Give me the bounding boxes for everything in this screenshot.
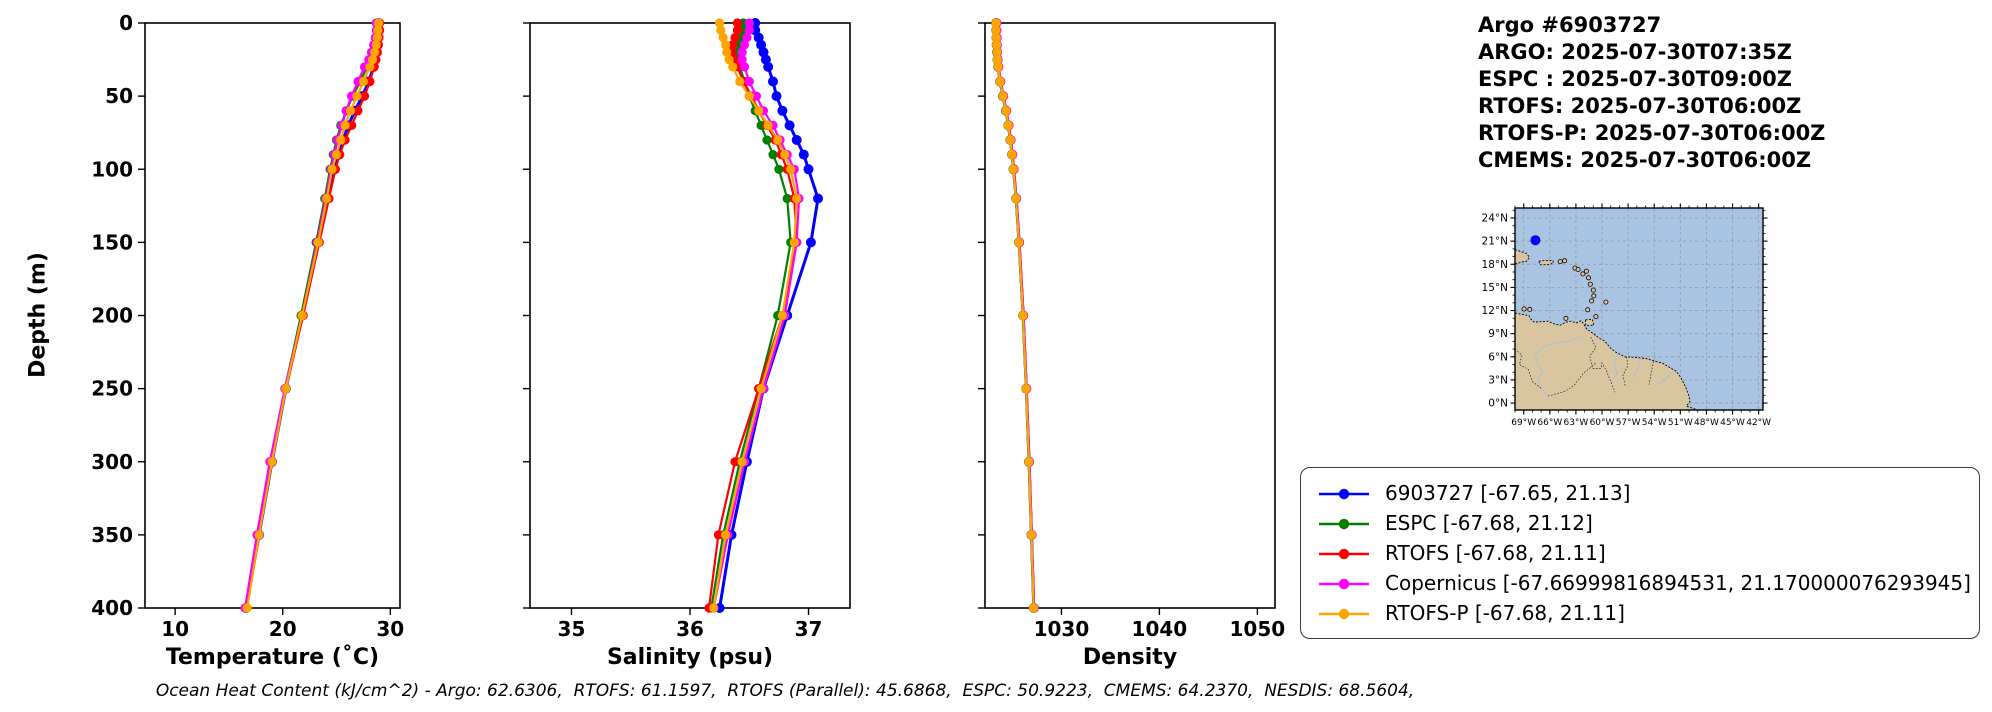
svg-text:36: 36 bbox=[676, 617, 704, 641]
svg-text:50: 50 bbox=[105, 84, 133, 108]
svg-text:400: 400 bbox=[91, 596, 133, 620]
svg-text:0°N: 0°N bbox=[1488, 398, 1508, 410]
svg-text:10: 10 bbox=[161, 617, 189, 641]
svg-text:69°W: 69°W bbox=[1511, 418, 1536, 428]
timestamp-rtofs-p: RTOFS-P: 2025-07-30T06:00Z bbox=[1478, 121, 1826, 145]
legend-label-espc: ESPC [-67.68, 21.12] bbox=[1385, 511, 1593, 535]
svg-text:35: 35 bbox=[558, 617, 586, 641]
figure-title: Argo #6903727 bbox=[1478, 13, 1662, 37]
svg-text:66°W: 66°W bbox=[1537, 418, 1562, 428]
svg-text:350: 350 bbox=[91, 523, 133, 547]
svg-text:1030: 1030 bbox=[1034, 617, 1090, 641]
density-axis-label: Density bbox=[1082, 645, 1178, 670]
svg-text:3°N: 3°N bbox=[1488, 374, 1508, 386]
legend: 6903727 [-67.65, 21.13] ESPC [-67.68, 21… bbox=[1300, 467, 1980, 639]
profile-plot-svg: 35 36 37 bbox=[523, 18, 851, 641]
salinity-axis-label: Salinity (psu) bbox=[606, 645, 774, 670]
density-profile-chart: Density 1030 1040 1050 bbox=[978, 18, 1285, 670]
legend-item-copernicus: Copernicus [-67.66999816894531, 21.17000… bbox=[1317, 568, 1979, 598]
svg-text:150: 150 bbox=[91, 230, 133, 254]
svg-text:60°W: 60°W bbox=[1590, 418, 1615, 428]
svg-text:0: 0 bbox=[119, 11, 133, 35]
legend-item-rtofs: RTOFS [-67.68, 21.11] bbox=[1317, 538, 1979, 568]
legend-label-rtofs-p: RTOFS-P [-67.68, 21.11] bbox=[1385, 601, 1625, 625]
svg-text:51°W: 51°W bbox=[1668, 418, 1693, 428]
svg-text:54°W: 54°W bbox=[1642, 418, 1667, 428]
ocean-heat-content-text: Ocean Heat Content (kJ/cm^2) - Argo: 62.… bbox=[155, 681, 1415, 701]
svg-text:300: 300 bbox=[91, 450, 133, 474]
legend-label-copernicus: Copernicus [-67.66999816894531, 21.17000… bbox=[1385, 571, 1971, 595]
legend-marker-rtofs-p bbox=[1317, 606, 1371, 620]
map-svg: 69°W 66°W 63°W 60°W 57°W 54°W 51°W 48°W 45°W 42°W… bbox=[1482, 203, 1771, 428]
svg-text:12°N: 12°N bbox=[1482, 305, 1508, 317]
legend-marker-copernicus bbox=[1317, 576, 1371, 590]
svg-text:20: 20 bbox=[269, 617, 297, 641]
svg-text:250: 250 bbox=[91, 377, 133, 401]
svg-text:24°N: 24°N bbox=[1482, 213, 1508, 225]
timestamp-espc: ESPC : 2025-07-30T09:00Z bbox=[1478, 67, 1793, 91]
legend-item-argo: 6903727 [-67.65, 21.13] bbox=[1317, 478, 1979, 508]
legend-item-rtofs-p: RTOFS-P [-67.68, 21.11] bbox=[1317, 598, 1979, 628]
svg-text:1050: 1050 bbox=[1230, 617, 1286, 641]
salinity-profile-chart: Salinity (psu) 35 36 37 bbox=[523, 18, 851, 670]
svg-text:48°W: 48°W bbox=[1694, 418, 1719, 428]
temperature-axis-label: Temperature (˚C) bbox=[165, 645, 380, 670]
header-info: Argo #6903727 ARGO: 2025-07-30T07:35Z ES… bbox=[1478, 12, 1825, 174]
legend-marker-espc bbox=[1317, 516, 1371, 530]
timestamp-cmems: CMEMS: 2025-07-30T06:00Z bbox=[1478, 148, 1812, 172]
timestamp-argo: ARGO: 2025-07-30T07:35Z bbox=[1478, 40, 1792, 64]
profile-plot-svg: 1030 1040 1050 bbox=[978, 18, 1285, 641]
depth-axis-label: Depth (m) bbox=[25, 252, 51, 378]
svg-text:100: 100 bbox=[91, 157, 133, 181]
legend-label-rtofs: RTOFS [-67.68, 21.11] bbox=[1385, 541, 1606, 565]
legend-item-espc: ESPC [-67.68, 21.12] bbox=[1317, 508, 1979, 538]
svg-text:18°N: 18°N bbox=[1482, 259, 1508, 271]
legend-label-argo: 6903727 [-67.65, 21.13] bbox=[1385, 481, 1631, 505]
svg-text:200: 200 bbox=[91, 304, 133, 328]
svg-text:1040: 1040 bbox=[1132, 617, 1188, 641]
location-map: 69°W 66°W 63°W 60°W 57°W 54°W 51°W 48°W 45°W 42°W… bbox=[1482, 203, 1771, 428]
svg-text:57°W: 57°W bbox=[1616, 418, 1641, 428]
legend-marker-rtofs bbox=[1317, 546, 1371, 560]
temperature-profile-chart: Temperature (˚C) 10 20 30 0 50 100 150 200 250 30… bbox=[91, 11, 404, 670]
svg-text:30: 30 bbox=[376, 617, 404, 641]
svg-text:45°W: 45°W bbox=[1720, 418, 1745, 428]
svg-text:15°N: 15°N bbox=[1482, 282, 1508, 294]
svg-text:6°N: 6°N bbox=[1488, 351, 1508, 363]
svg-text:37: 37 bbox=[795, 617, 823, 641]
legend-marker-argo bbox=[1317, 486, 1371, 500]
svg-text:21°N: 21°N bbox=[1482, 236, 1508, 248]
svg-text:9°N: 9°N bbox=[1488, 328, 1508, 340]
svg-text:42°W: 42°W bbox=[1746, 418, 1771, 428]
svg-text:63°W: 63°W bbox=[1563, 418, 1588, 428]
timestamp-rtofs: RTOFS: 2025-07-30T06:00Z bbox=[1478, 94, 1802, 118]
